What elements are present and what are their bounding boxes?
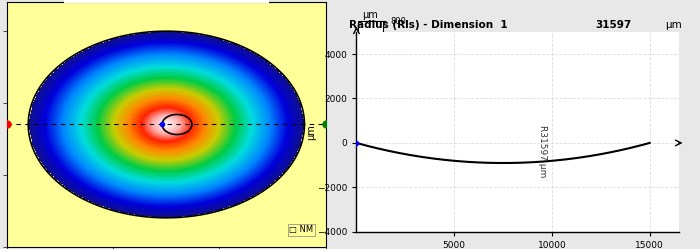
Text: Radius (Rls) - Dimension  1: Radius (Rls) - Dimension 1: [349, 20, 508, 30]
Text: μm: μm: [665, 20, 682, 30]
Text: 31597: 31597: [595, 20, 631, 30]
Text: □ NM: □ NM: [289, 225, 313, 234]
Title: μm: μm: [363, 10, 378, 20]
